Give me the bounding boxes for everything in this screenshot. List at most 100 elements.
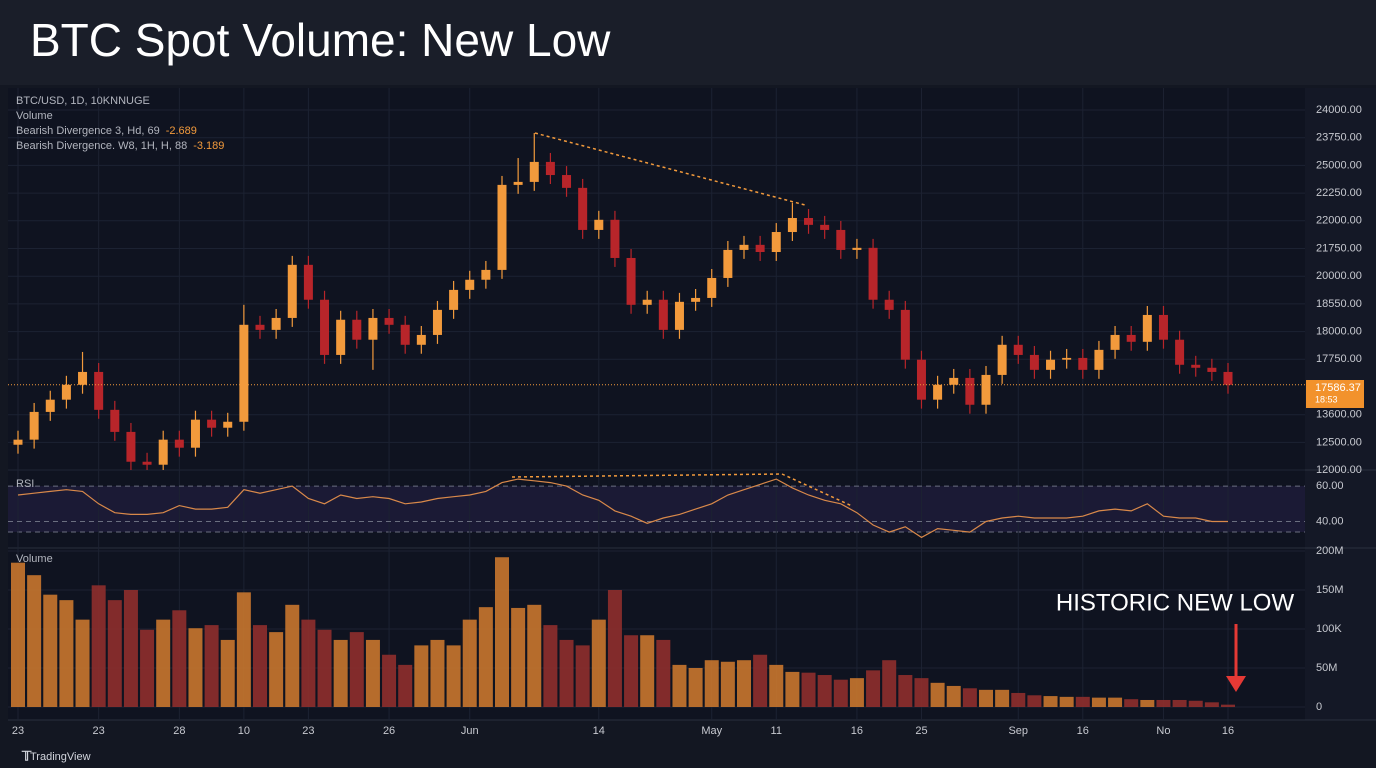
volume-bar <box>559 639 574 707</box>
x-tick-label: 10 <box>238 725 250 737</box>
volume-bar <box>995 689 1010 707</box>
candle-body <box>513 181 523 185</box>
candle-body <box>174 439 184 448</box>
candles <box>13 132 1233 470</box>
candle-body <box>400 324 410 345</box>
candle-body <box>320 299 330 355</box>
volume-bar <box>769 664 784 707</box>
volume-bar <box>156 619 171 707</box>
volume-bar <box>817 675 832 707</box>
volume-bar <box>575 645 590 707</box>
volume-bar <box>1124 699 1139 707</box>
volume-bar <box>930 682 945 707</box>
candle-body <box>626 257 636 305</box>
x-tick-label: 23 <box>12 725 24 737</box>
candle-body <box>449 289 459 310</box>
candle-body <box>1142 314 1152 342</box>
candle-body <box>29 411 39 440</box>
candle-body <box>368 317 378 340</box>
candle-body <box>223 421 233 428</box>
volume-bar <box>236 592 251 707</box>
candle-body <box>126 431 136 462</box>
candle-body <box>868 247 878 300</box>
candle-body <box>287 264 297 318</box>
volume-bar <box>382 654 397 707</box>
volume-bar <box>220 639 235 707</box>
candle-body <box>1175 339 1185 365</box>
volume-bar <box>672 664 687 707</box>
volume-bar <box>624 635 639 707</box>
candle-body <box>787 217 797 233</box>
candle-body <box>78 371 88 385</box>
indicator-name: Bearish Divergence. W8, 1H, H, 88 <box>16 140 187 152</box>
volume-bar <box>898 675 913 707</box>
x-tick-label: Sep <box>1008 725 1028 737</box>
panel-label: Volume <box>16 553 53 565</box>
candle-body <box>465 279 475 290</box>
volume-bar <box>27 575 42 707</box>
y-tick-label: 13600.00 <box>1316 409 1362 421</box>
y-tick-label: 22250.00 <box>1316 187 1362 199</box>
volume-bar <box>301 619 316 707</box>
x-tick-label: 23 <box>302 725 314 737</box>
candle-body <box>529 161 539 182</box>
y-tick-label: 150M <box>1316 584 1344 596</box>
y-tick-label: 40.00 <box>1316 515 1344 527</box>
volume-bar <box>1075 696 1090 707</box>
candle-body <box>900 309 910 360</box>
annotation: HISTORIC NEW LOW <box>1056 589 1295 616</box>
volume-bar <box>785 671 800 707</box>
volume-bar <box>1043 696 1058 707</box>
candle-body <box>352 319 362 340</box>
y-tick-label: 23750.00 <box>1316 132 1362 144</box>
candle-body <box>933 384 943 400</box>
candle-body <box>45 399 55 412</box>
x-tick-label: 23 <box>93 725 105 737</box>
candle-body <box>432 309 442 335</box>
volume-bar <box>59 600 74 707</box>
divergence-line <box>781 473 853 507</box>
volume-bar <box>91 585 106 707</box>
volume-bar <box>962 688 977 707</box>
volume-bar <box>253 625 267 707</box>
candle-body <box>416 334 426 345</box>
candle-body <box>739 244 749 250</box>
candle-body <box>674 301 684 330</box>
indicator-value: -2.689 <box>166 125 197 137</box>
candle-body <box>1029 354 1039 370</box>
candle-body <box>1094 349 1104 370</box>
x-tick-label: 16 <box>851 725 863 737</box>
candle-body <box>707 277 717 298</box>
volume-bar <box>543 625 558 707</box>
x-tick-label: May <box>701 725 722 737</box>
candle-body <box>1223 371 1233 385</box>
y-tick-label: 0 <box>1316 701 1322 713</box>
volume-bar <box>688 668 703 707</box>
volume-bar <box>430 639 445 707</box>
candle-body <box>578 187 588 230</box>
volume-bar <box>849 678 864 707</box>
indicator-value: -3.189 <box>193 140 224 152</box>
candle-body <box>658 299 668 330</box>
candle-body <box>723 249 733 278</box>
candle-body <box>1046 359 1056 370</box>
volume-bar <box>478 607 493 707</box>
volume-bar <box>833 679 848 707</box>
brand-logo: 𝕋 <box>21 748 32 763</box>
candle-body <box>1207 367 1217 372</box>
volume-bar <box>866 670 881 707</box>
header-bg <box>0 0 1376 85</box>
y-tick-label: 12500.00 <box>1316 436 1362 448</box>
volume-bar <box>317 629 332 707</box>
candle-body <box>949 377 959 385</box>
candle-body <box>481 269 491 280</box>
candle-body <box>1013 344 1023 355</box>
candle-body <box>207 419 217 428</box>
volume-bar <box>946 685 961 707</box>
legend-line: BTC/USD, 1D, 10KNNUGE <box>16 95 150 107</box>
y-tick-label: 60.00 <box>1316 480 1344 492</box>
candle-body <box>610 219 620 258</box>
volume-bar <box>269 632 284 707</box>
volume-bar <box>75 619 90 707</box>
